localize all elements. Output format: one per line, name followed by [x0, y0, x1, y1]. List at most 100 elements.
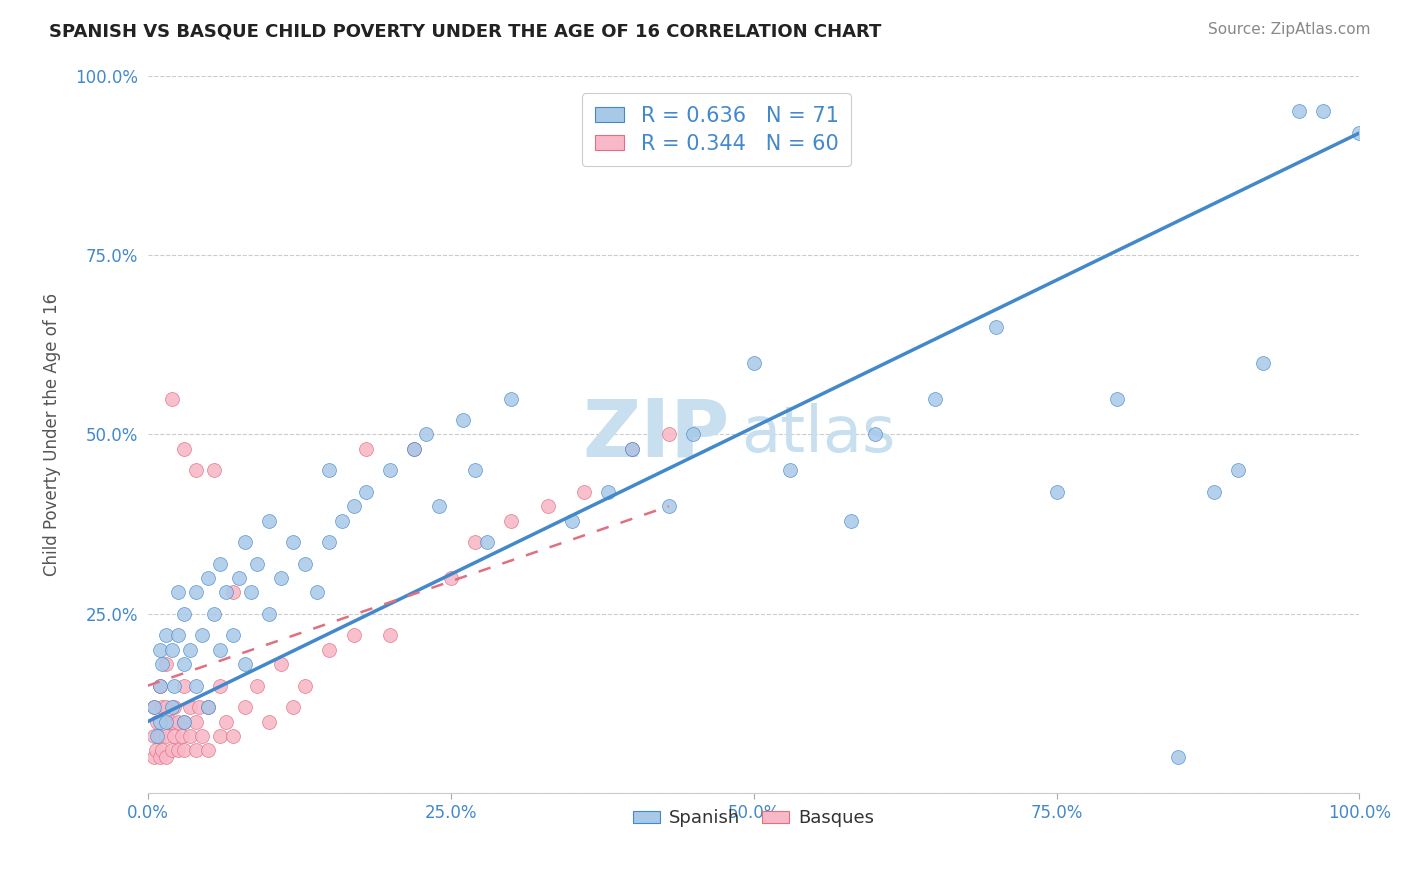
Point — [572, 484, 595, 499]
Point — [318, 642, 340, 657]
Point — [307, 585, 329, 599]
Point — [742, 356, 765, 370]
Point — [404, 442, 426, 456]
Point — [1227, 463, 1250, 477]
Point — [281, 700, 304, 714]
Text: ZIP: ZIP — [582, 395, 730, 474]
Text: Source: ZipAtlas.com: Source: ZipAtlas.com — [1208, 22, 1371, 37]
Point — [246, 557, 269, 571]
Point — [197, 700, 219, 714]
Point — [839, 514, 862, 528]
Point — [149, 714, 172, 729]
Point — [318, 535, 340, 549]
Point — [173, 442, 195, 456]
Point — [150, 743, 173, 757]
Point — [233, 535, 256, 549]
Point — [536, 500, 558, 514]
Point — [163, 700, 186, 714]
Point — [149, 679, 172, 693]
Point — [354, 442, 377, 456]
Point — [155, 750, 177, 764]
Point — [186, 679, 208, 693]
Point — [270, 657, 292, 672]
Point — [209, 642, 232, 657]
Point — [146, 714, 169, 729]
Point — [464, 463, 486, 477]
Point — [155, 700, 177, 714]
Point — [1204, 484, 1226, 499]
Point — [186, 463, 208, 477]
Point — [598, 484, 620, 499]
Point — [187, 700, 209, 714]
Point — [173, 607, 195, 621]
Point — [924, 392, 946, 406]
Point — [202, 607, 225, 621]
Point — [221, 628, 243, 642]
Point — [378, 628, 401, 642]
Point — [191, 628, 214, 642]
Point — [257, 607, 280, 621]
Point — [186, 585, 208, 599]
Point — [209, 729, 232, 743]
Point — [475, 535, 498, 549]
Point — [863, 427, 886, 442]
Point — [160, 743, 183, 757]
Point — [1045, 484, 1067, 499]
Point — [146, 729, 169, 743]
Point — [160, 700, 183, 714]
Point — [1167, 750, 1189, 764]
Point — [197, 743, 219, 757]
Point — [142, 700, 165, 714]
Point — [1288, 104, 1310, 119]
Point — [170, 729, 193, 743]
Point — [779, 463, 801, 477]
Point — [451, 413, 474, 427]
Point — [501, 514, 523, 528]
Point — [415, 427, 437, 442]
Point — [215, 585, 238, 599]
Point — [281, 535, 304, 549]
Point — [167, 628, 190, 642]
Point — [186, 714, 208, 729]
Point — [343, 628, 366, 642]
Point — [318, 463, 340, 477]
Point — [149, 642, 172, 657]
Point — [378, 463, 401, 477]
Point — [427, 500, 450, 514]
Point — [197, 700, 219, 714]
Point — [149, 729, 172, 743]
Point — [160, 714, 183, 729]
Point — [155, 628, 177, 642]
Point — [179, 729, 201, 743]
Point — [354, 484, 377, 499]
Point — [440, 571, 463, 585]
Point — [163, 679, 186, 693]
Point — [404, 442, 426, 456]
Point — [1312, 104, 1334, 119]
Point — [155, 714, 177, 729]
Point — [160, 642, 183, 657]
Legend: Spanish, Basques: Spanish, Basques — [626, 802, 882, 835]
Point — [257, 514, 280, 528]
Point — [167, 743, 190, 757]
Point — [682, 427, 704, 442]
Point — [163, 729, 186, 743]
Point — [173, 743, 195, 757]
Point — [658, 427, 681, 442]
Point — [160, 392, 183, 406]
Point — [621, 442, 644, 456]
Point — [149, 750, 172, 764]
Point — [246, 679, 269, 693]
Point — [233, 700, 256, 714]
Point — [186, 743, 208, 757]
Point — [228, 571, 250, 585]
Point — [330, 514, 353, 528]
Point — [658, 500, 681, 514]
Point — [215, 714, 238, 729]
Point — [142, 729, 165, 743]
Point — [142, 750, 165, 764]
Point — [209, 557, 232, 571]
Point — [155, 657, 177, 672]
Point — [150, 700, 173, 714]
Point — [221, 729, 243, 743]
